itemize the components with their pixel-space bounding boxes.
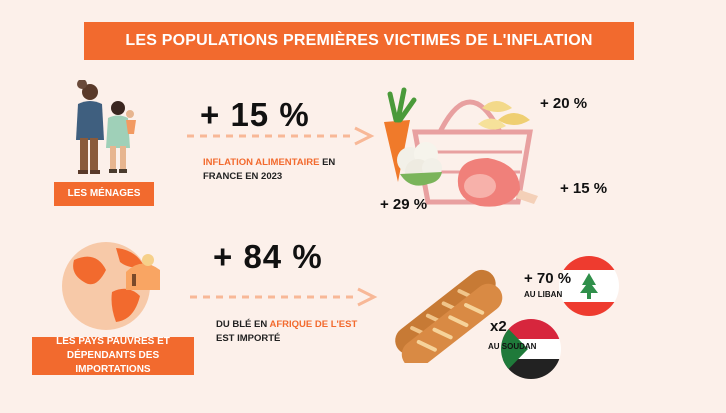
countries-arrow bbox=[190, 287, 378, 307]
title-banner: LES POPULATIONS PREMIÈRES VICTIMES DE L'… bbox=[84, 22, 634, 60]
globe-illustration bbox=[62, 242, 160, 330]
lebanon-value: + 70 % bbox=[524, 270, 572, 287]
countries-figure: + 84 % bbox=[213, 238, 323, 275]
baguette-illustration bbox=[395, 269, 503, 363]
households-note: INFLATION ALIMENTAIRE EN FRANCE EN 2023 bbox=[203, 157, 336, 182]
vegetables-increase: + 29 % bbox=[380, 196, 428, 213]
page-title: LES POPULATIONS PREMIÈRES VICTIMES DE L'… bbox=[125, 32, 593, 49]
lebanon-label: AU LIBAN bbox=[524, 290, 563, 299]
lebanon-flag-icon bbox=[559, 256, 619, 316]
countries-label: LES PAYS PAUVRES ET DÉPENDANTS DES IMPOR… bbox=[32, 336, 194, 375]
food-basket-illustration bbox=[384, 87, 538, 207]
sudan-label: AU SOUDAN bbox=[488, 342, 537, 351]
family-illustration bbox=[76, 80, 136, 174]
countries-note: DU BLÉ EN AFRIQUE DE L'EST EST IMPORTÉ bbox=[216, 319, 358, 344]
meat-increase: + 15 % bbox=[560, 180, 608, 197]
sudan-flag-icon bbox=[501, 319, 561, 379]
households-label: LES MÉNAGES bbox=[54, 182, 154, 206]
households-arrow bbox=[187, 126, 375, 146]
pasta-increase: + 20 % bbox=[540, 95, 588, 112]
households-figure: + 15 % bbox=[200, 96, 310, 133]
sudan-value: x2 bbox=[490, 318, 507, 335]
